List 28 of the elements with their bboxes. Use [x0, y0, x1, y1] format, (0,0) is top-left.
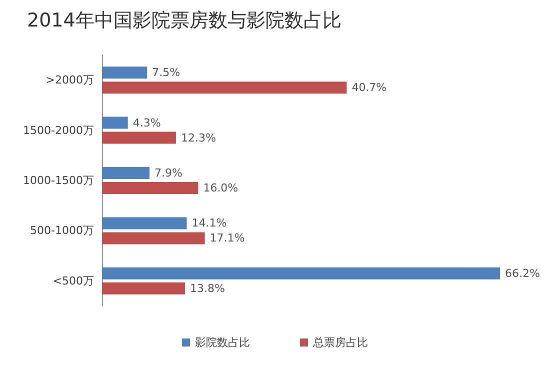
data-label: 66.2%: [505, 266, 540, 280]
bar: [102, 232, 205, 244]
bar: [102, 66, 148, 79]
legend-label: 影院数占比: [195, 336, 250, 349]
data-label: 12.3%: [180, 131, 216, 144]
chart-title: 2014年中国影院票房数与影院数占比: [27, 10, 342, 32]
bar: [102, 282, 185, 294]
y-tick-label: >2000万: [46, 74, 94, 87]
data-label: 7.9%: [154, 166, 182, 180]
bar: [102, 116, 128, 129]
y-tick-label: 1000-1500万: [23, 174, 94, 187]
bar: [102, 167, 150, 179]
data-label: 17.1%: [210, 232, 245, 245]
y-tick-label: 500-1000万: [30, 224, 94, 238]
bar: [102, 217, 187, 230]
bar: [102, 132, 176, 144]
data-label: 40.7%: [352, 81, 387, 94]
bar: [102, 82, 347, 94]
bar: [102, 182, 198, 194]
data-label: 13.8%: [190, 282, 225, 295]
legend-label: 总票房占比: [312, 336, 368, 349]
data-label: 7.5%: [152, 66, 180, 80]
data-label: 16.0%: [203, 182, 238, 194]
bar: [102, 267, 500, 280]
data-label: 14.1%: [192, 216, 227, 230]
y-tick-label: 1500-2000万: [23, 124, 94, 137]
y-tick-label: <500万: [52, 274, 94, 288]
data-label: 4.3%: [132, 116, 161, 130]
